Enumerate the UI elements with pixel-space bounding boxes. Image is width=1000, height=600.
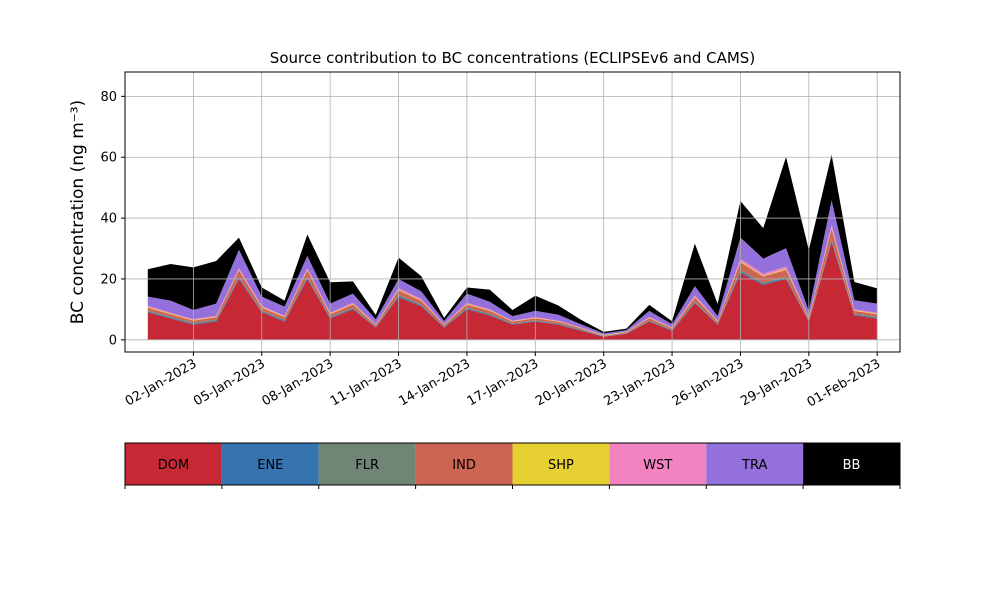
x-tick-label: 20-Jan-2023	[533, 356, 610, 409]
y-axis-label: BC concentration (ng m⁻³)	[68, 100, 88, 324]
legend-swatch-ene	[221, 443, 319, 485]
x-tick-label: 29-Jan-2023	[738, 356, 815, 409]
legend-label-flr: FLR	[355, 458, 379, 473]
legend-label-dom: DOM	[158, 458, 189, 473]
x-tick-label: 26-Jan-2023	[670, 356, 747, 409]
x-tick-label: 01-Feb-2023	[805, 356, 884, 410]
legend-label-wst: WST	[643, 458, 672, 473]
x-tick-label: 11-Jan-2023	[328, 356, 405, 409]
y-tick-label: 80	[100, 90, 117, 105]
x-tick-label: 17-Jan-2023	[465, 356, 542, 409]
legend-swatch-shp	[512, 443, 610, 485]
y-axis: 0 20 40 60 80	[100, 90, 125, 348]
x-tick-label: 05-Jan-2023	[191, 356, 268, 409]
y-tick-label: 40	[100, 212, 117, 227]
x-tick-label: 14-Jan-2023	[396, 356, 473, 409]
x-tick-label: 08-Jan-2023	[260, 356, 337, 409]
legend-swatch-tra	[706, 443, 804, 485]
legend-colorbar: DOM ENE FLR IND SHP WST TRA BB	[124, 442, 901, 489]
legend-label-ind: IND	[452, 458, 476, 473]
y-tick-label: 0	[109, 333, 117, 348]
legend-label-ene: ENE	[257, 458, 283, 473]
legend-swatch-flr	[318, 443, 416, 485]
legend-label-tra: TRA	[741, 458, 767, 473]
x-axis: 02-Jan-202305-Jan-202308-Jan-202311-Jan-…	[123, 352, 883, 410]
y-tick-label: 20	[100, 272, 117, 287]
grid-lines	[125, 72, 900, 352]
legend-swatch-bb	[803, 443, 900, 485]
chart-title: Source contribution to BC concentrations…	[270, 49, 755, 67]
plot-frame	[124, 71, 901, 353]
legend-label-bb: BB	[843, 458, 861, 473]
legend-swatch-wst	[609, 443, 707, 485]
x-tick-label: 02-Jan-2023	[123, 356, 200, 409]
stacked-areas	[147, 154, 878, 340]
legend-frame	[124, 442, 901, 486]
x-tick-label: 23-Jan-2023	[601, 356, 678, 409]
area-dom	[147, 242, 878, 340]
legend-swatch-ind	[415, 443, 513, 485]
legend-swatch-dom	[125, 443, 222, 485]
y-tick-label: 60	[100, 151, 117, 166]
legend-label-shp: SHP	[548, 458, 574, 473]
